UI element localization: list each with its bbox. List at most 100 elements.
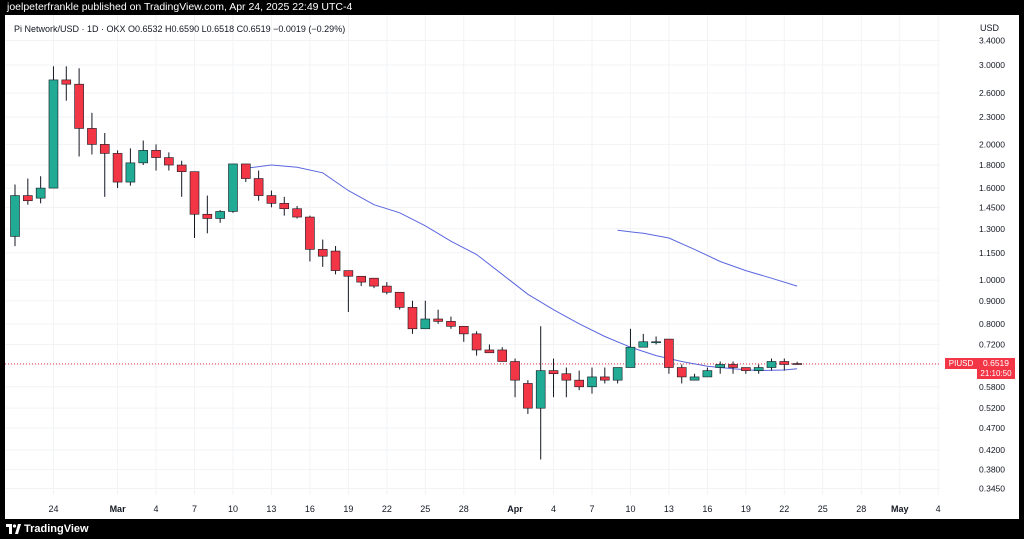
x-tick-label: 13 [664,504,674,514]
y-tick-label: 0.9000 [979,296,1005,306]
x-tick-label: 22 [779,504,789,514]
badge-price: 0.6519 [977,357,1015,369]
candle-body [651,341,661,344]
y-tick-label: 0.8000 [979,319,1005,329]
candle-body [202,213,213,219]
candle-body [574,379,584,388]
y-tick-label: 1.8000 [979,160,1005,170]
y-tick-label: 2.6000 [979,88,1005,98]
y-tick-label: 0.3800 [979,465,1005,475]
y-tick-label: 0.4200 [979,445,1005,455]
x-tick-label: 4 [551,504,556,514]
x-tick-label: 4 [936,504,941,514]
candle-body [407,307,418,330]
footer-brand[interactable]: TradingView [24,523,89,535]
candle-body [253,178,264,196]
x-tick-label: 10 [228,504,238,514]
badge-symbol: PIUSD [945,357,977,369]
candle-body [343,270,354,277]
candle-body [125,162,136,183]
badge-countdown: 21:10:50 [977,368,1015,379]
candle-body [484,349,495,354]
y-tick-label: 3.0000 [979,60,1005,70]
tradingview-logo-icon[interactable] [6,524,21,534]
candle-body [433,318,443,322]
candle-body [638,341,649,348]
candlestick-chart[interactable]: 3.4000 3.0000 2.6000 2.3000 2.0000 1.8000 1.60… [5,15,1019,519]
x-tick-label: 4 [154,504,159,514]
y-tick-label: 1.1500 [979,248,1005,258]
candle-body [523,383,533,409]
candle-body [23,195,33,202]
y-tick-label: 3.4000 [979,35,1005,45]
candle-body [164,157,174,166]
candle-body [458,325,469,335]
x-tick-label: 28 [856,504,866,514]
candle-body [446,321,456,327]
last-price-badge: PIUSD 0.6519 21:10:50 [945,357,1015,379]
x-tick-label: 16 [305,504,315,514]
candle-body [792,363,802,365]
candle-body [87,128,97,145]
candle-body [189,171,200,215]
y-tick-label: 0.5800 [979,382,1005,392]
chart-area[interactable]: 3.4000 3.0000 2.6000 2.3000 2.0000 1.8000 1.60… [5,15,1019,519]
footer-bar: TradingView [0,519,1024,539]
candle-body [753,367,764,371]
candle-body [471,333,482,351]
candle-body [689,376,700,381]
candle-body [600,376,610,381]
candle-body [766,361,777,368]
y-tick-label: 0.3450 [979,484,1005,494]
candle-body [279,203,290,210]
y-tick-label: 2.3000 [979,112,1005,122]
candle-body [728,364,738,368]
candle-body [587,376,597,388]
candle-body [151,150,161,158]
x-tick-label: 7 [192,504,197,514]
candle-body [394,291,405,308]
x-tick-label: Mar [110,504,127,514]
symbol-legend: Pi Network/USD · 1D · OKX O0.6532 H0.659… [14,24,346,34]
candle-body [330,250,341,271]
candle-body [48,79,59,189]
candle-body [74,83,84,129]
y-tick-label: 1.6000 [979,183,1005,193]
x-tick-label: 28 [459,504,469,514]
y-tick-label: 1.3000 [979,224,1005,234]
candle-body [35,187,46,199]
candle-body [779,361,790,365]
candle-body [266,195,277,204]
x-tick-label: 10 [625,504,635,514]
candle-body [561,373,572,381]
candle-body [176,164,187,172]
x-tick-label: 22 [382,504,392,514]
x-tick-label: 13 [266,504,276,514]
candle-body [305,216,315,250]
currency-label: USD [980,23,1000,33]
x-tick-label: May [891,504,909,514]
publisher-header: joelpeterfrankle published on TradingVie… [0,0,1024,15]
candle-body [676,367,687,378]
x-tick-label: 19 [741,504,751,514]
moving-average-long-line [617,229,798,287]
candle-body [535,370,546,409]
y-tick-label: 2.0000 [979,139,1005,149]
y-tick-label: 1.0000 [979,275,1005,285]
y-tick-label: 1.4500 [979,202,1005,212]
candle-body [664,338,674,368]
x-tick-label: Apr [507,504,523,514]
candle-body [228,163,238,212]
candle-body [497,349,508,362]
candle-body [369,277,379,287]
candle-body [741,367,751,371]
candle-body [510,361,520,381]
candle-body [715,364,725,368]
candle-body [138,150,149,164]
moving-average-line [245,164,798,372]
x-tick-label: 25 [818,504,828,514]
candle-body [112,153,123,183]
candle-body [317,249,328,257]
publisher-text: joelpeterfrankle published on TradingVie… [7,1,353,13]
candle-body [292,208,302,218]
